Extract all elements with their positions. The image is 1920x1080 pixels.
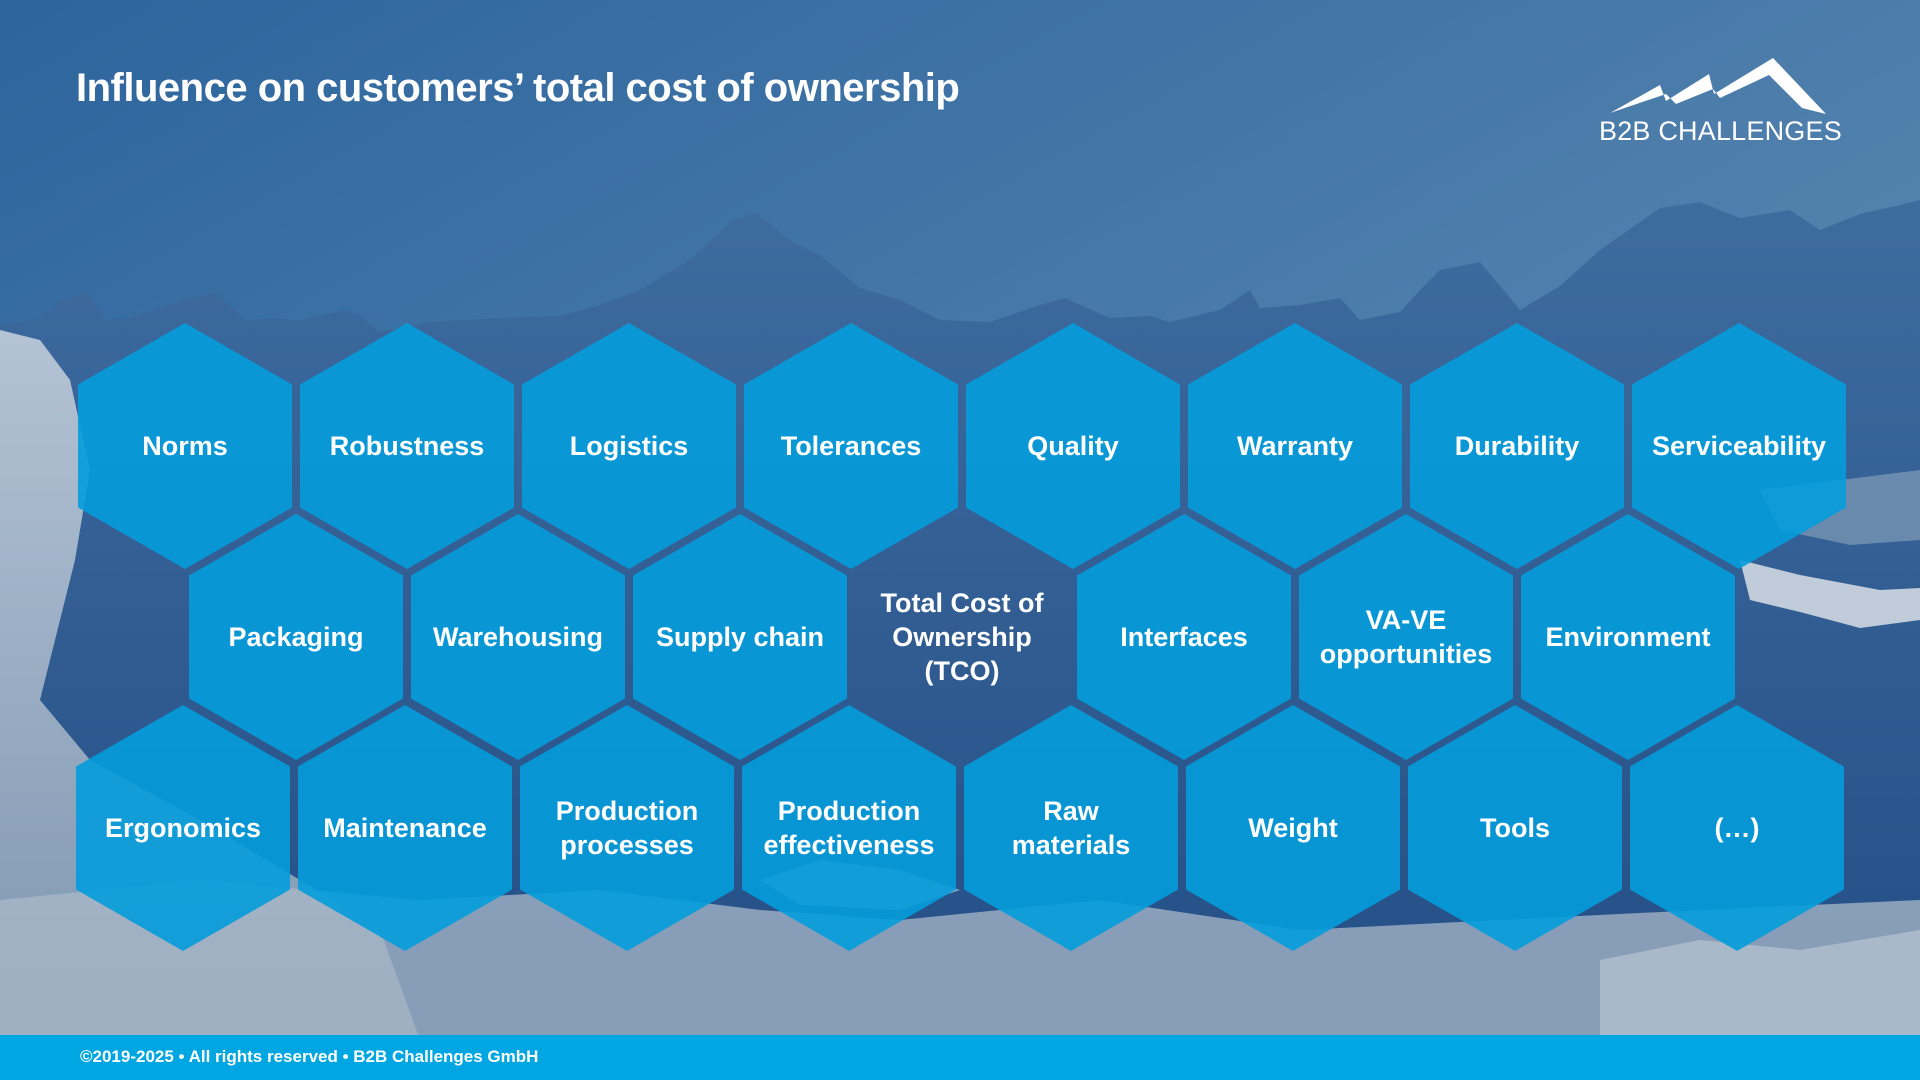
hex-label: Tolerances	[780, 431, 922, 461]
hex-production-processes[interactable]: Production processes	[520, 705, 734, 951]
hex-total-cost-of-ownership[interactable]: Total Cost of Ownership (TCO)	[855, 514, 1069, 760]
hex-label: Robustness	[329, 431, 485, 461]
hex-label: Maintenance	[323, 813, 487, 843]
hex-label: Ergonomics	[104, 813, 262, 843]
hex-label: Logistics	[569, 431, 689, 461]
hex-label: Production effectiveness	[763, 796, 935, 860]
hex-label: Production processes	[555, 796, 699, 860]
hex-label: Durability	[1454, 431, 1580, 461]
hex-label: Environment	[1545, 622, 1711, 652]
hex-label: Serviceability	[1651, 431, 1827, 461]
hex-label: Quality	[1027, 431, 1119, 461]
hex-label: Warranty	[1236, 431, 1354, 461]
logo-text: B2B CHALLENGES	[1599, 116, 1842, 146]
hex-label: VA-VE opportunities	[1319, 605, 1493, 669]
slide-title: Influence on customers’ total cost of ow…	[76, 66, 960, 110]
hex-label: Supply chain	[655, 622, 825, 652]
mountain-peaks-icon	[1610, 58, 1826, 114]
b2b-challenges-logo: B2B CHALLENGES	[1596, 44, 1846, 150]
hex-tolerances[interactable]: Tolerances	[744, 323, 958, 569]
hex-logistics[interactable]: Logistics	[522, 323, 736, 569]
hex-label: Interfaces	[1120, 622, 1248, 652]
footer-bar: ©2019-2025 • All rights reserved • B2B C…	[0, 1035, 1920, 1080]
hex-label: Tools	[1480, 813, 1550, 843]
hex-supply-chain[interactable]: Supply chain	[633, 514, 847, 760]
hex-production-effectiveness[interactable]: Production effectiveness	[742, 705, 956, 951]
copyright-text: ©2019-2025 • All rights reserved • B2B C…	[80, 1047, 539, 1066]
hex-label: Warehousing	[432, 622, 603, 652]
hex-label: Raw materials	[1011, 796, 1131, 860]
hex-label: Norms	[142, 431, 228, 461]
hex-label: (…)	[1714, 813, 1760, 843]
hex-label-center: Total Cost of Ownership (TCO)	[880, 588, 1044, 686]
hex-label: Weight	[1248, 813, 1338, 843]
hex-label: Packaging	[228, 622, 364, 652]
